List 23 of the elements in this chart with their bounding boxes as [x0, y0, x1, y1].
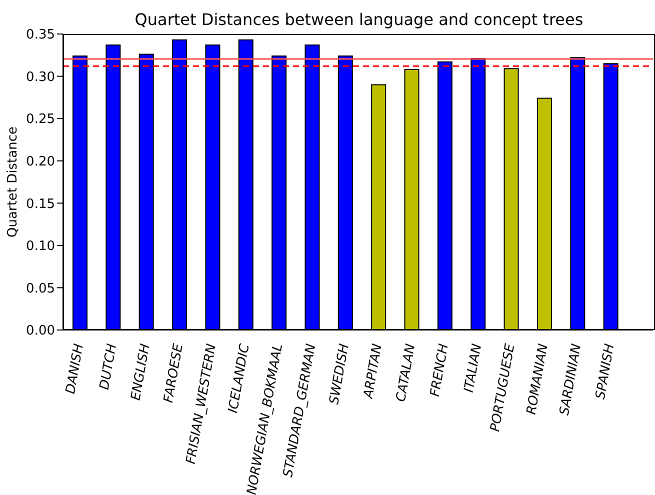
y-tick-label: 0.10: [26, 239, 55, 254]
y-tick-label: 0.25: [26, 112, 55, 128]
y-tick-label: 0.05: [26, 281, 55, 296]
y-tick-label: 0.00: [26, 324, 55, 339]
y-tick-label: 0.20: [26, 154, 55, 170]
y-axis-title: Quartet Distance: [6, 126, 21, 238]
x-tick-label: ENGLISH: [128, 342, 154, 402]
x-tick-label: ITALIAN: [462, 342, 486, 394]
x-tick-label: FRENCH: [428, 342, 452, 398]
x-tick-label: DANISH: [63, 342, 88, 396]
x-tick-label: SPANISH: [593, 342, 618, 400]
x-tick-label: ICELANDIC: [226, 342, 254, 414]
y-tick-label: 0.15: [26, 196, 55, 212]
x-tick-label: ROMANIAN: [524, 342, 552, 416]
x-tick-label: CATALAN: [394, 342, 419, 403]
x-tick-label: SWEDISH: [326, 342, 352, 406]
x-tick-label: SARDINIAN: [557, 342, 585, 416]
x-tick-label: FAROESE: [161, 342, 187, 404]
x-tick-label: ARPITAN: [361, 342, 386, 400]
y-tick-label: 0.30: [26, 70, 55, 85]
x-tick-label: DUTCH: [97, 342, 120, 391]
y-tick-label: 0.35: [26, 28, 55, 43]
chart-title: Quartet Distances between language and concept trees: [134, 10, 584, 29]
